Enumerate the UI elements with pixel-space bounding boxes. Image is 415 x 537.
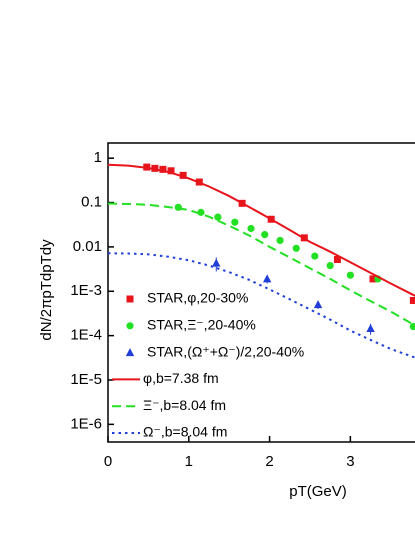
model-curve — [107, 163, 415, 297]
legend-label: Ω⁻,b=8.04 fm — [143, 424, 227, 440]
plot-frame — [107, 142, 415, 443]
data-point — [292, 244, 300, 252]
data-point — [174, 203, 182, 211]
model-curve — [107, 252, 415, 359]
x-axis-label: pT(GeV) — [289, 483, 347, 500]
y-tick-label: 1E-4 — [70, 327, 102, 344]
y-tick-label: 0.01 — [73, 238, 102, 255]
data-point — [247, 224, 255, 233]
legend-label: STAR,φ,20-30% — [147, 290, 248, 306]
data-point — [311, 252, 319, 260]
legend-marker — [126, 295, 134, 303]
y-tick-label: 1 — [94, 149, 102, 166]
data-point — [214, 213, 222, 221]
data-point — [261, 230, 269, 239]
x-tick-label: 2 — [265, 453, 273, 470]
y-axis-label: dN/2πpTdpTdy — [38, 239, 55, 341]
data-point — [366, 323, 375, 332]
data-point — [409, 296, 415, 304]
y-tick-label: 1E-3 — [70, 282, 102, 299]
data-point — [167, 167, 175, 175]
y-tick-label: 1E-5 — [70, 371, 102, 388]
legend-marker — [126, 322, 134, 330]
legend-label: STAR,(Ω⁺+Ω⁻)/2,20-40% — [147, 343, 304, 359]
data-point — [326, 261, 334, 270]
model-curve — [107, 202, 415, 327]
data-point — [276, 236, 284, 245]
data-point — [262, 274, 272, 283]
y-tick-label: 1E-6 — [70, 415, 102, 432]
legend-label: Ξ⁻,b=8.04 fm — [143, 397, 226, 413]
data-point — [179, 171, 187, 179]
data-point — [231, 218, 239, 226]
legend-marker — [125, 348, 135, 357]
x-tick-label: 0 — [104, 453, 112, 470]
y-tick-label: 0.1 — [81, 194, 102, 211]
x-tick-label: 3 — [346, 453, 354, 470]
data-point — [346, 271, 354, 279]
data-point — [159, 165, 167, 173]
legend-label: STAR,Ξ⁻,20-40% — [147, 317, 256, 333]
legend-label: φ,b=7.38 fm — [143, 370, 219, 386]
data-point — [333, 256, 341, 264]
data-point — [369, 275, 377, 283]
data-point — [409, 322, 415, 331]
x-tick-label: 1 — [185, 453, 193, 470]
data-point — [313, 300, 323, 309]
data-point — [212, 258, 221, 267]
